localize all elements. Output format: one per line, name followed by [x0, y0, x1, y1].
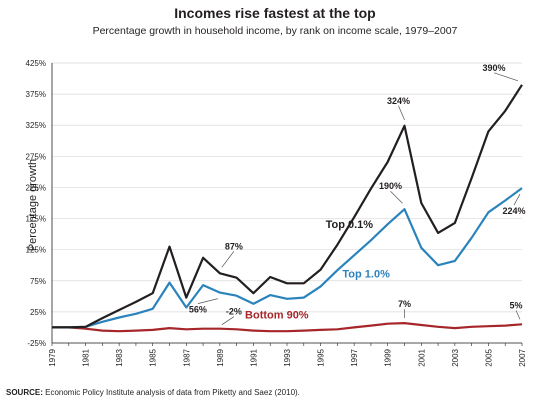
- source-note: SOURCE: Economic Policy Institute analys…: [6, 388, 300, 397]
- source-prefix: SOURCE:: [6, 388, 43, 397]
- series-bottom-90-label: Bottom 90%: [245, 310, 309, 322]
- y-axis-label: Percentage growth: [27, 159, 39, 251]
- y-tick-label: 375%: [26, 90, 46, 99]
- y-tick-label: -25%: [27, 339, 46, 348]
- x-tick-label: 2001: [417, 348, 426, 366]
- gridlines: [52, 62, 522, 344]
- annotation-arrow: [398, 105, 405, 120]
- series-top-1-0-label: Top 1.0%: [342, 269, 390, 281]
- series-top-0-1-line: [52, 84, 523, 329]
- annotation-arrow: [197, 298, 218, 304]
- annotation-label: 390%: [482, 63, 505, 73]
- x-tick-label: 1991: [249, 348, 258, 366]
- series-bottom-90-line: [52, 322, 523, 333]
- annotation-label: 224%: [502, 206, 525, 216]
- annotation-arrows: [197, 72, 521, 325]
- annotation-label: 324%: [387, 96, 410, 106]
- x-tick-label: 1981: [82, 348, 91, 366]
- y-tick-label: 225%: [26, 183, 46, 192]
- annotation-arrow: [390, 190, 403, 204]
- annotation-label: 56%: [189, 305, 207, 315]
- y-tick-label: 175%: [26, 215, 46, 224]
- x-tick-labels: 1979 1981 1983 1985 1987 1989 1991 1993 1995 1997…: [48, 348, 527, 366]
- x-tick-label: 1979: [48, 348, 57, 366]
- source-text: Economic Policy Institute analysis of da…: [42, 388, 300, 397]
- y-tick-label: 125%: [26, 246, 46, 255]
- annotation-arrow: [515, 310, 521, 320]
- y-tick-label: 325%: [26, 121, 46, 130]
- annotation-label: -2%: [226, 307, 242, 317]
- x-tick-label: 2007: [518, 348, 527, 366]
- x-tick-label: 1999: [384, 348, 393, 366]
- y-tick-label: 275%: [26, 152, 46, 161]
- axes: [51, 63, 523, 346]
- x-tick-label: 1983: [115, 348, 124, 366]
- annotation-label: 87%: [225, 241, 243, 251]
- chart-title: Incomes rise fastest at the top: [174, 5, 376, 21]
- x-tick-label: 1993: [283, 348, 292, 366]
- x-tick-label: 1985: [149, 348, 158, 366]
- series-labels: Top 0.1% Top 1.0% Bottom 90%: [245, 219, 390, 322]
- x-tick-label: 2003: [451, 348, 460, 366]
- annotation-label: 7%: [398, 299, 411, 309]
- series-lines: [52, 84, 523, 333]
- chart-subtitle: Percentage growth in household income, b…: [92, 25, 458, 37]
- y-tick-label: 25%: [30, 308, 46, 317]
- x-tick-label: 1987: [182, 348, 191, 366]
- x-tick-label: 2005: [484, 348, 493, 366]
- annotation-arrow: [221, 251, 235, 268]
- y-tick-labels: -25% 25% 75% 125% 175% 225% 275% 325% 375% 425%: [26, 59, 46, 348]
- annotation-arrow: [493, 72, 519, 82]
- series-top-1-0-line: [52, 187, 523, 329]
- y-tick-label: 425%: [26, 59, 46, 68]
- y-tick-label: 75%: [30, 277, 46, 286]
- x-tick-label: 1997: [350, 348, 359, 366]
- annotation-arrow: [513, 193, 521, 206]
- annotations: 390% 324% 190% 224% 87% 56% -2% 7% 5%: [189, 63, 526, 317]
- annotation-label: 190%: [379, 181, 402, 191]
- annotation-label: 5%: [509, 300, 522, 310]
- x-tick-label: 1989: [216, 348, 225, 366]
- x-tick-label: 1995: [317, 348, 326, 366]
- series-top-0-1-label: Top 0.1%: [326, 219, 374, 231]
- annotation-arrow: [221, 316, 235, 325]
